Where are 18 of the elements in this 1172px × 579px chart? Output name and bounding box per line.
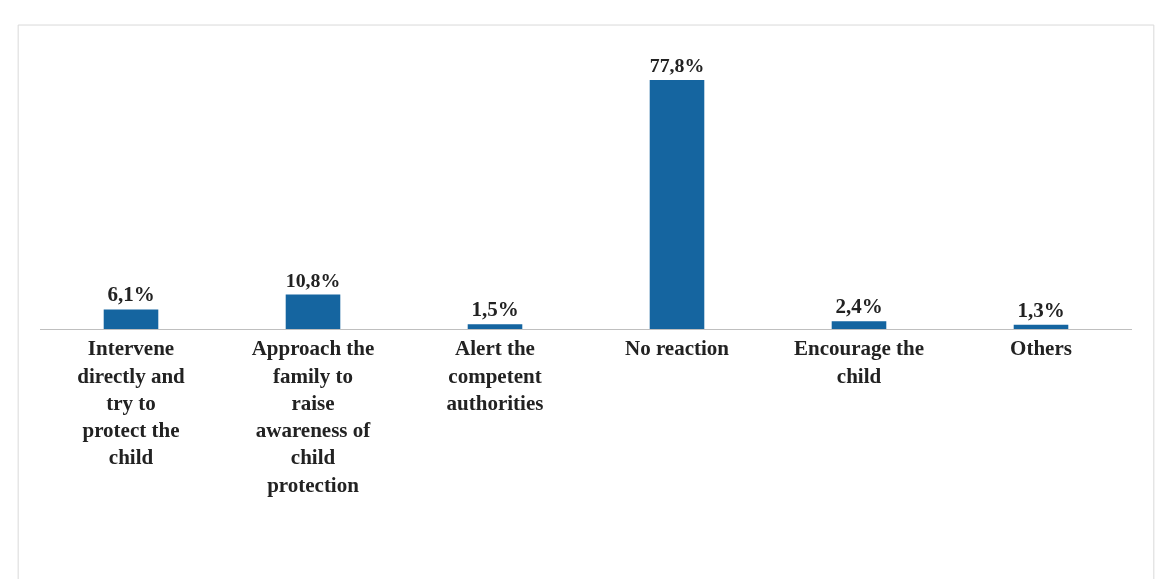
data-label: 1,3% (1017, 297, 1065, 322)
x-tick-label: No reaction (624, 336, 730, 361)
bar (285, 294, 341, 329)
bar (103, 309, 159, 329)
x-tick-label: Encourage the child (793, 336, 925, 388)
x-tick-label: Others (1010, 336, 1072, 361)
data-label: 10,8% (285, 268, 341, 291)
x-tick-label: Alert the competent authorities (446, 336, 544, 415)
bar (831, 321, 887, 329)
data-label: 2,4% (835, 294, 883, 319)
data-label: 1,5% (471, 297, 519, 322)
x-tick-label: Approach the family to raise awareness of child protection (251, 336, 375, 497)
x-tick-label: Intervene directly and try to protect the child (77, 336, 186, 470)
bar (649, 79, 705, 329)
bar (467, 324, 523, 329)
bar (1013, 324, 1069, 329)
data-label: 6,1% (107, 282, 155, 307)
data-label: 77,8% (649, 54, 705, 77)
